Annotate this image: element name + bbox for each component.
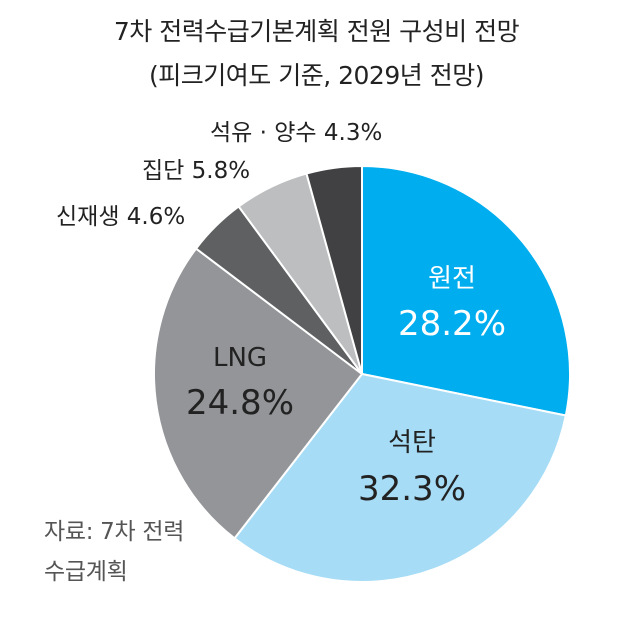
slice-name-label-2: LNG [213,343,267,373]
pie-slice-0 [361,164,571,417]
slice-name-label-4: 집단 [142,158,192,184]
slice-outside-label-4: 집단 5.8% [142,158,250,184]
slice-name-label-3: 신재생 [56,204,127,230]
slice-value-label-5: 4.3% [324,120,382,146]
slice-name-label-5: 석유 · 양수 [210,120,324,146]
slice-value-label-0: 28.2% [398,304,506,344]
source-note-line2: 수급계획 [44,559,128,585]
source-note-line1: 자료: 7차 전력 [44,519,185,545]
chart-title: 7차 전력수급기본계획 전원 구성비 전망 [113,17,520,46]
pie-slice-1 [233,372,567,583]
slice-outside-label-5: 석유 · 양수 4.3% [210,120,382,146]
pie-slice-5 [305,164,363,375]
pie-slice-2 [153,247,364,540]
chart-subtitle: (피크기여도 기준, 2029년 전망) [149,61,484,90]
slice-value-label-4: 5.8% [192,158,250,184]
slice-value-label-3: 4.6% [127,204,185,230]
slice-value-label-1: 32.3% [358,469,466,509]
slice-name-label-0: 원전 [428,264,476,294]
slice-value-label-2: 24.8% [186,383,294,423]
slice-outside-label-3: 신재생 4.6% [56,204,185,230]
slice-name-label-1: 석탄 [388,428,436,458]
